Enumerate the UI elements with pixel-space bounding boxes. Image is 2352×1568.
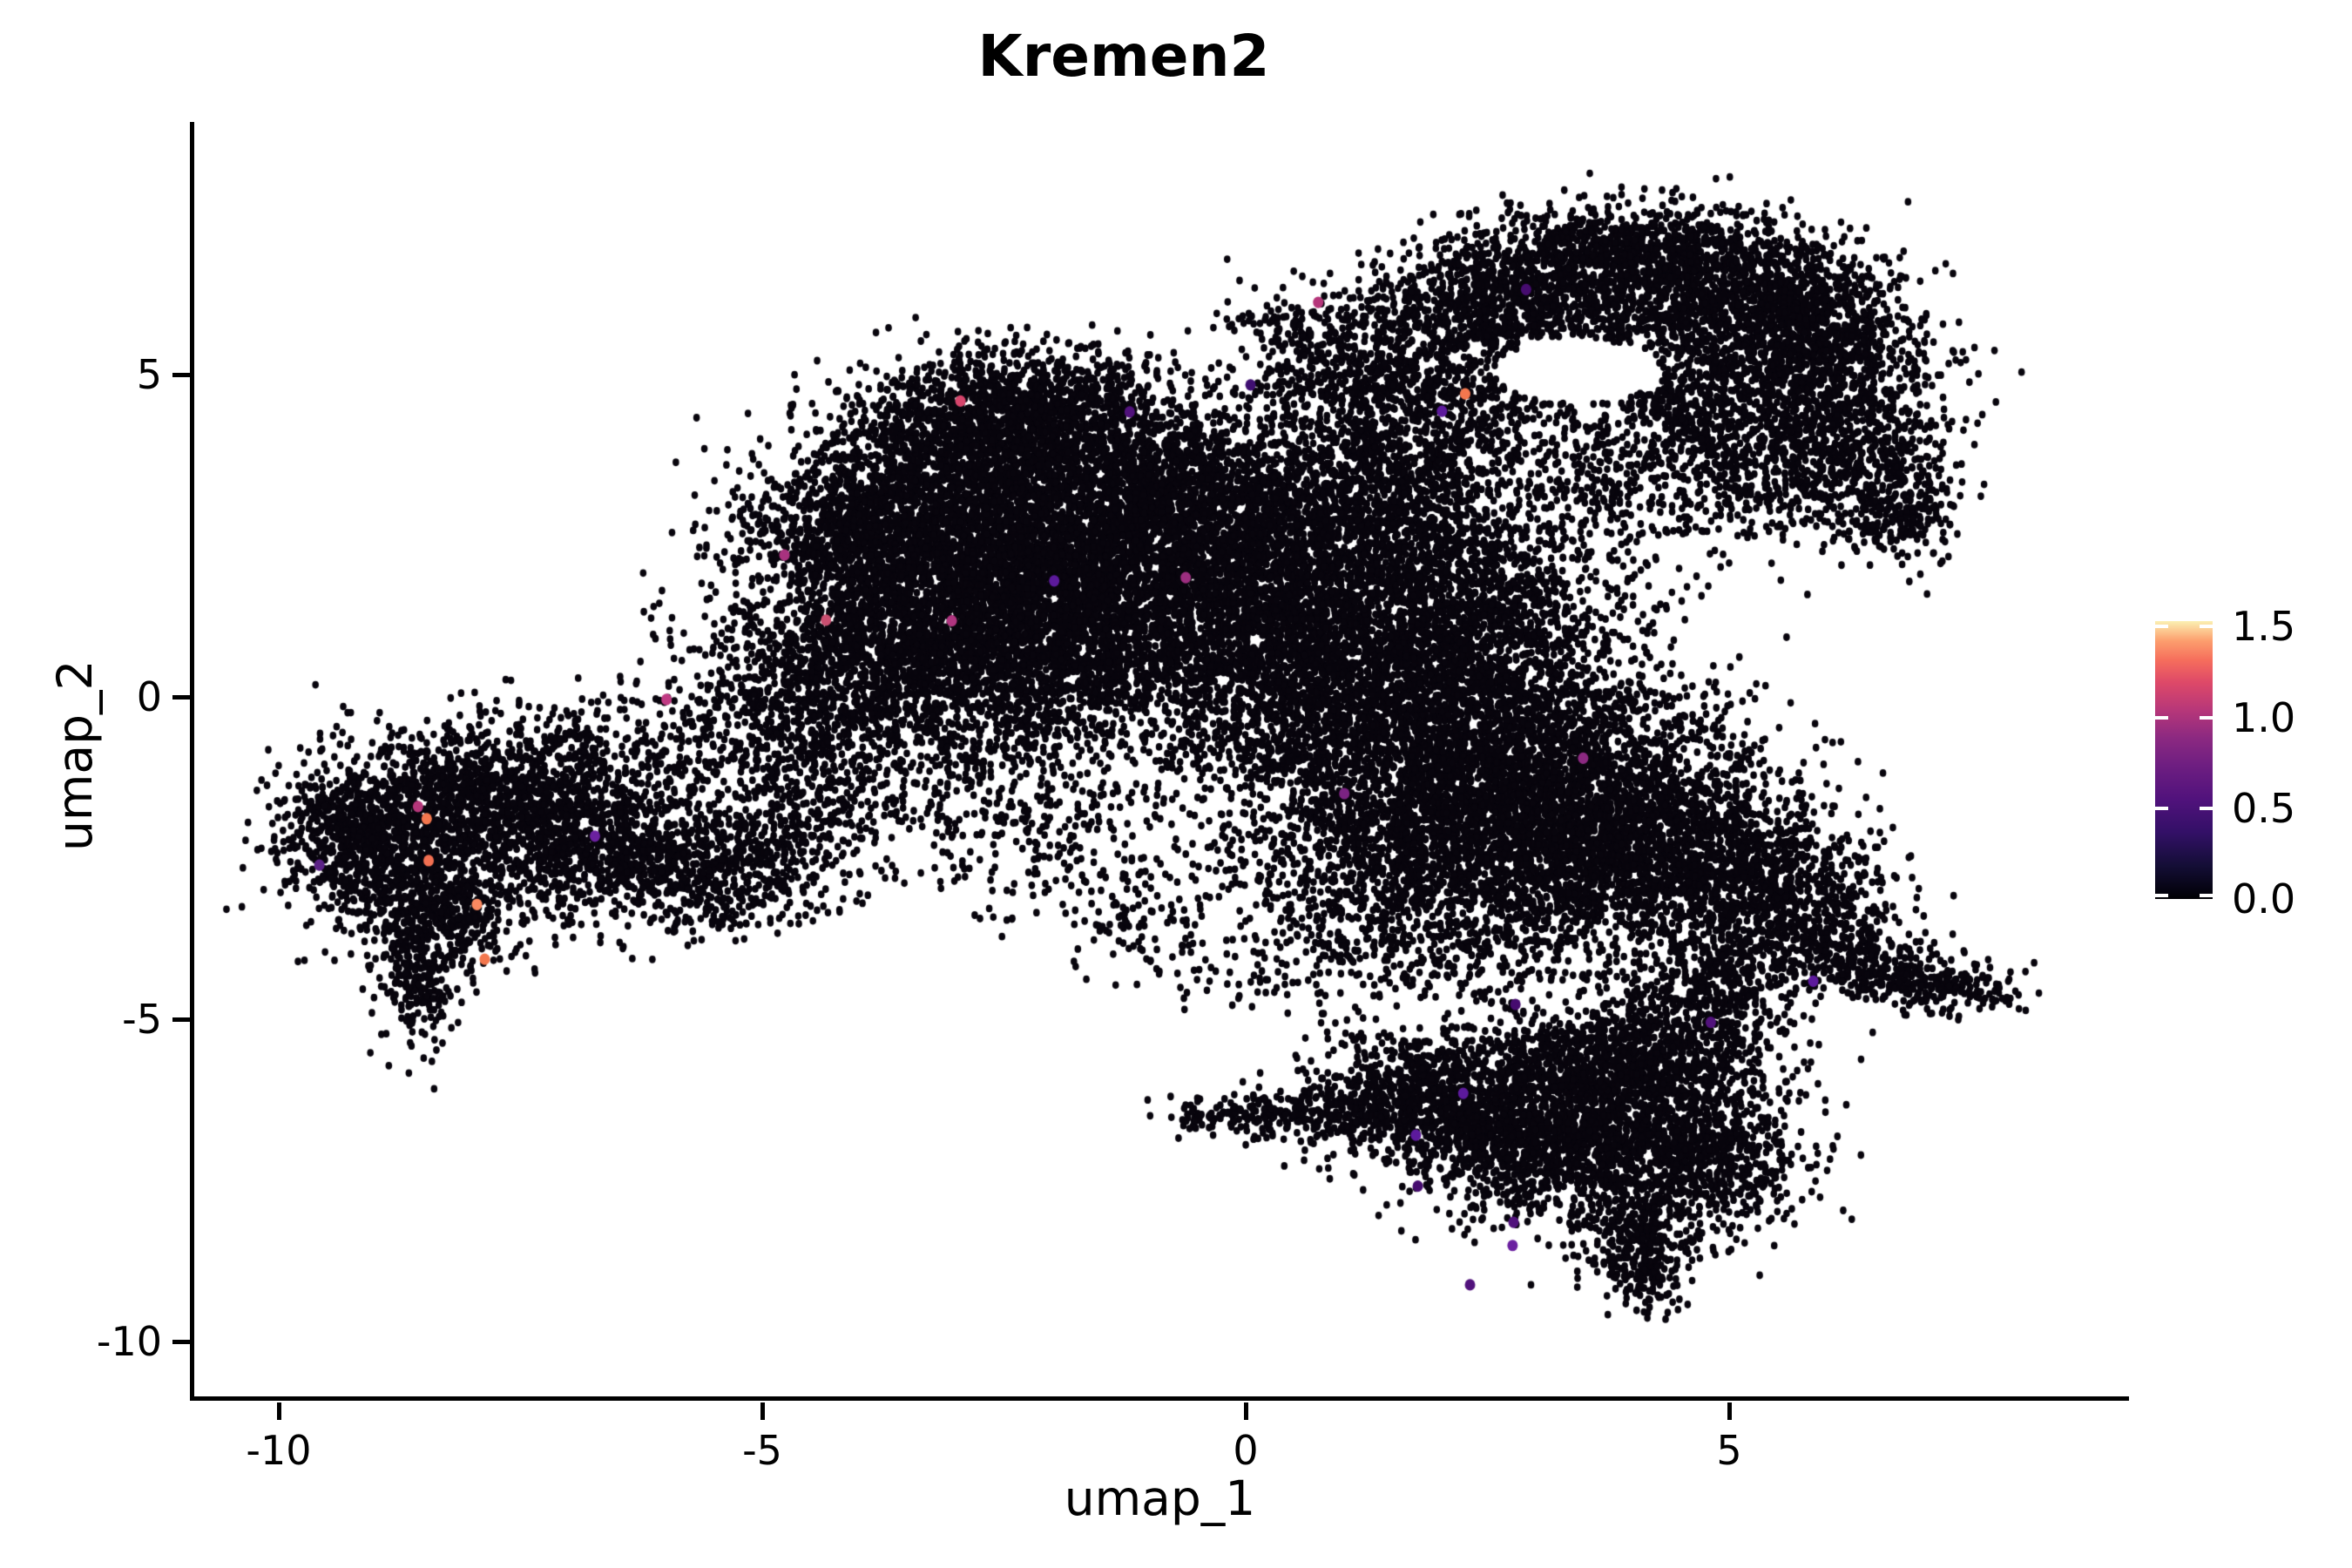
cbar-tick-right [2200,715,2213,720]
y-tick-mark [172,372,190,377]
x-tick-mark [760,1402,765,1420]
cbar-tick-left [2155,715,2168,720]
y-axis-spine [190,122,194,1401]
y-tick-mark [172,694,190,700]
y-tick-mark [172,1017,190,1022]
x-tick-label: -10 [246,1427,312,1474]
y-tick-label: 0 [136,673,162,720]
colorbar-tick-label: 0.0 [2232,875,2296,923]
x-tick-mark [1727,1402,1732,1420]
x-tick-label: 0 [1233,1427,1259,1474]
colorbar-tick-label: 0.5 [2232,784,2296,832]
y-tick-label: -10 [96,1318,162,1365]
x-tick-label: 5 [1716,1427,1742,1474]
cbar-tick-left [2155,625,2168,629]
x-axis-label: umap_1 [1064,1470,1256,1526]
cbar-tick-left [2155,894,2168,897]
y-tick-label: 5 [136,351,162,398]
cbar-tick-right [2200,625,2213,629]
colorbar-tick-label: 1.0 [2232,693,2296,741]
cbar-tick-right [2200,894,2213,897]
cbar-tick-left [2155,806,2168,810]
y-tick-mark [172,1339,190,1344]
x-tick-mark [1243,1402,1248,1420]
expression-colorbar [2155,621,2213,899]
y-axis-label: umap_2 [47,659,103,851]
y-tick-label: -5 [122,996,162,1043]
x-axis-spine [190,1396,2129,1401]
plot-title: Kremen2 [977,23,1270,90]
x-tick-label: -5 [742,1427,782,1474]
x-tick-mark [276,1402,281,1420]
colorbar-tick-label: 1.5 [2232,603,2296,651]
cbar-tick-right [2200,806,2213,810]
